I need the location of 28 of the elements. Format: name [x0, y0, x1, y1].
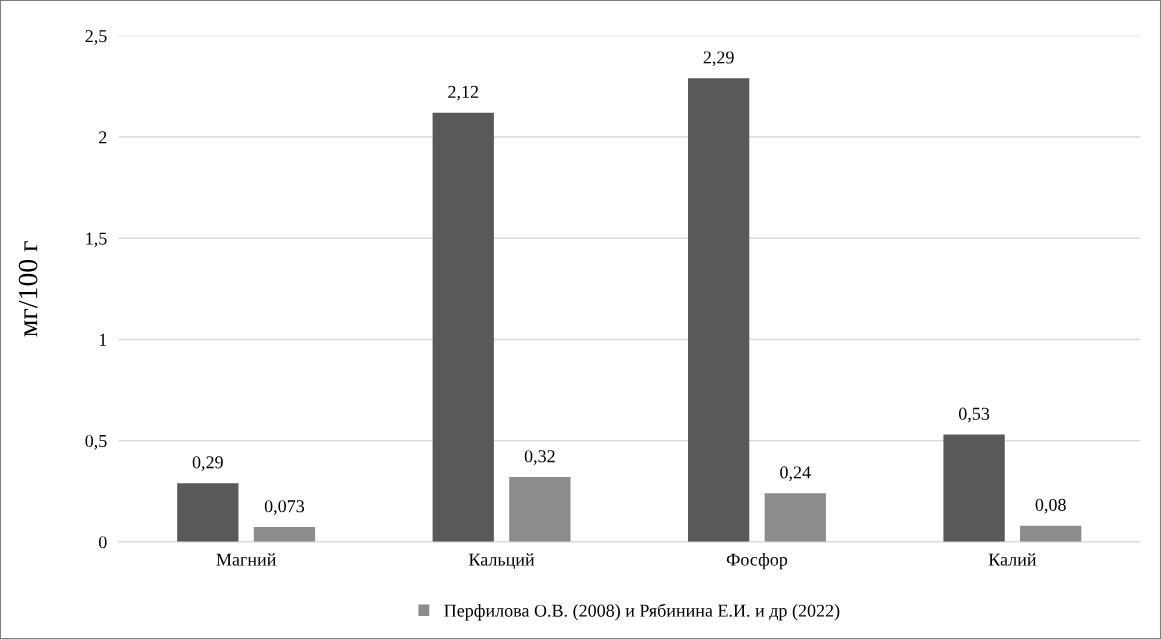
y-tick-label: 0 [98, 536, 107, 549]
data-label: 0,29 [192, 456, 223, 471]
y-tick-label: 2,5 [85, 30, 107, 45]
data-label: 0,53 [958, 407, 990, 423]
bar [688, 78, 750, 542]
bar [1020, 525, 1082, 542]
x-tick-label: Фосфор [726, 552, 788, 570]
data-label: 2,29 [703, 51, 734, 67]
bar [943, 434, 1005, 542]
x-tick-label: Кальций [468, 553, 535, 569]
y-tick-label: 2 [99, 131, 107, 144]
data-label: 2,12 [448, 85, 479, 101]
bar [432, 112, 494, 542]
legend-label: Перфилова О.В. (2008) и Рябинина Е.И. и др (2022) [444, 603, 840, 621]
y-tick-label: 1,5 [86, 232, 107, 248]
y-axis-title: мг/100 г [18, 241, 38, 337]
bar [509, 477, 571, 542]
y-tick-label: 0,5 [85, 434, 107, 450]
bar [253, 527, 316, 542]
data-label: 0,073 [264, 500, 305, 515]
data-label: 0,32 [524, 450, 555, 465]
data-label: 0,24 [780, 466, 811, 482]
bar [764, 493, 826, 542]
x-tick-label: Магний [216, 553, 276, 566]
data-label: 0,08 [1035, 498, 1066, 514]
bar [177, 483, 239, 542]
y-tick-label: 1 [99, 333, 107, 346]
x-tick-label: Калий [988, 553, 1037, 566]
